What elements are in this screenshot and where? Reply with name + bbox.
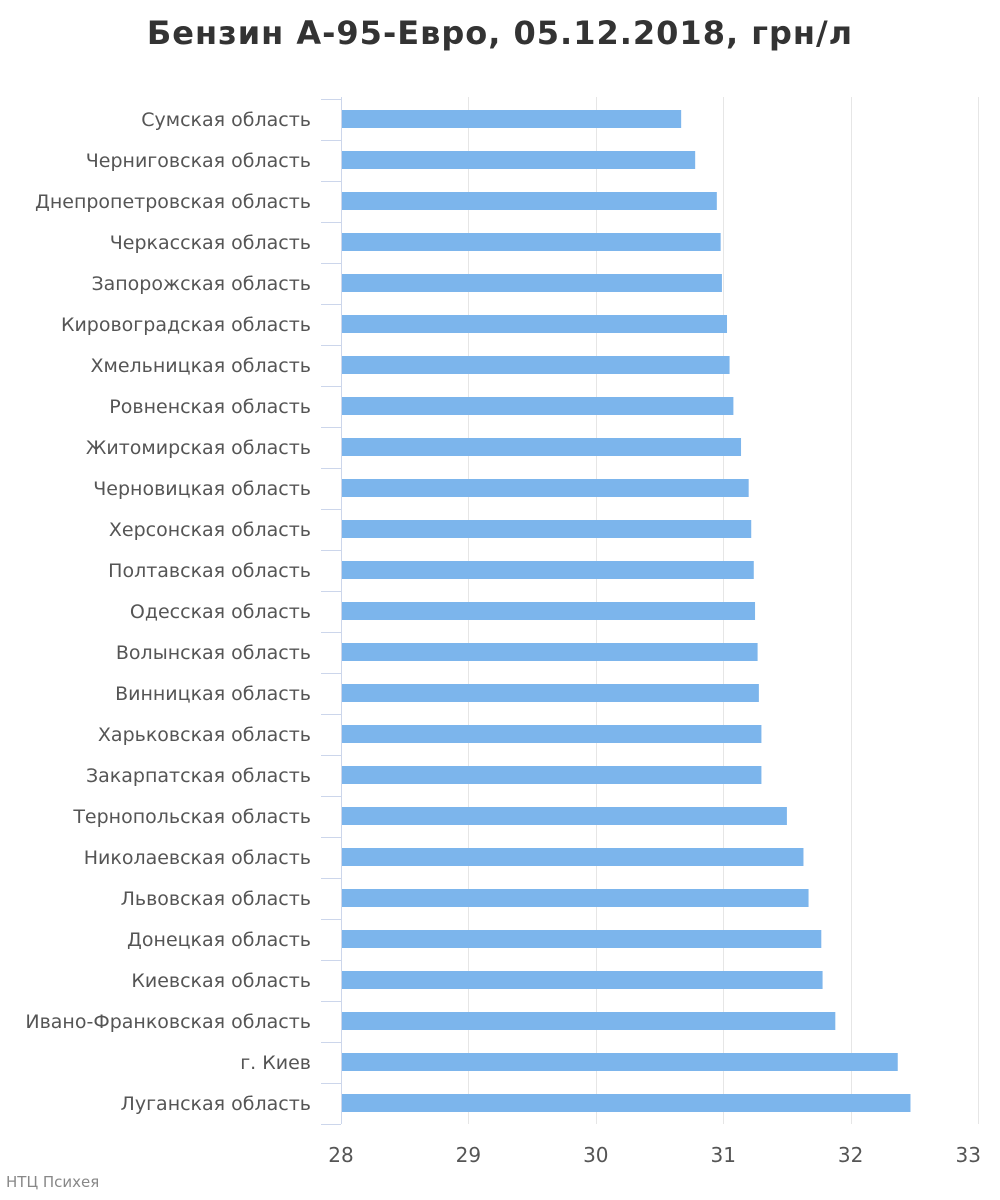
bar-4: [342, 233, 721, 251]
bar-12: [342, 561, 754, 579]
bar-17: [342, 766, 762, 784]
bar-21: [342, 930, 822, 948]
bar-10: [342, 479, 749, 497]
category-label: Волынская область: [116, 642, 311, 664]
category-label: Хмельницкая область: [90, 355, 311, 377]
x-tick-label: 32: [838, 1143, 863, 1167]
bar-23: [342, 1012, 836, 1030]
category-labels: Сумская область Черниговская область Днепр…: [25, 109, 311, 1115]
category-label: Закарпатская область: [86, 765, 311, 787]
bar-25: [342, 1094, 911, 1112]
category-label: Днепропетровская область: [35, 191, 311, 213]
category-label: Донецкая область: [127, 929, 311, 951]
chart-title: Бензин А-95-Евро, 05.12.2018, грн/л: [146, 14, 854, 52]
category-label: Запорожская область: [91, 273, 311, 295]
bar-24: [342, 1053, 898, 1071]
category-label: Житомирская область: [86, 437, 311, 459]
category-label: Кировоградская область: [61, 314, 311, 336]
x-tick-labels: 28 29 30 31 32 33: [328, 1143, 981, 1167]
bar-16: [342, 725, 762, 743]
x-tick-label: 29: [456, 1143, 481, 1167]
bar-1: [342, 110, 682, 128]
category-label: Черниговская область: [86, 150, 311, 172]
category-label: Николаевская область: [84, 847, 311, 869]
category-label: Черновицкая область: [93, 478, 311, 500]
bar-20: [342, 889, 809, 907]
category-label: г. Киев: [240, 1052, 311, 1074]
bar-22: [342, 971, 823, 989]
bar-8: [342, 397, 734, 415]
category-label: Полтавская область: [108, 560, 311, 582]
x-tick-label: 30: [583, 1143, 608, 1167]
credit-text: НТЦ Психея: [6, 1173, 100, 1191]
bar-19: [342, 848, 804, 866]
category-label: Харьковская область: [98, 724, 311, 746]
bars: [342, 110, 911, 1112]
x-tick-label: 31: [710, 1143, 735, 1167]
axes: [321, 97, 342, 1125]
bar-11: [342, 520, 752, 538]
category-label: Тернопольская область: [72, 806, 311, 828]
bar-18: [342, 807, 787, 825]
category-label: Винницкая область: [115, 683, 311, 705]
bar-14: [342, 643, 758, 661]
bar-9: [342, 438, 742, 456]
category-label: Ивано-Франковская область: [25, 1011, 311, 1033]
category-label: Одесская область: [130, 601, 311, 623]
x-tick-label: 33: [956, 1143, 981, 1167]
category-label: Ровненская область: [109, 396, 311, 418]
bar-15: [342, 684, 759, 702]
category-label: Херсонская область: [109, 519, 311, 541]
x-tick-label: 28: [328, 1143, 353, 1167]
bar-13: [342, 602, 756, 620]
bar-7: [342, 356, 730, 374]
bar-2: [342, 151, 696, 169]
category-label: Сумская область: [141, 109, 311, 131]
category-label: Черкасская область: [110, 232, 311, 254]
category-label: Львовская область: [121, 888, 311, 910]
bar-5: [342, 274, 722, 292]
category-label: Киевская область: [131, 970, 311, 992]
bar-6: [342, 315, 728, 333]
bar-3: [342, 192, 717, 210]
category-label: Луганская область: [121, 1093, 311, 1115]
